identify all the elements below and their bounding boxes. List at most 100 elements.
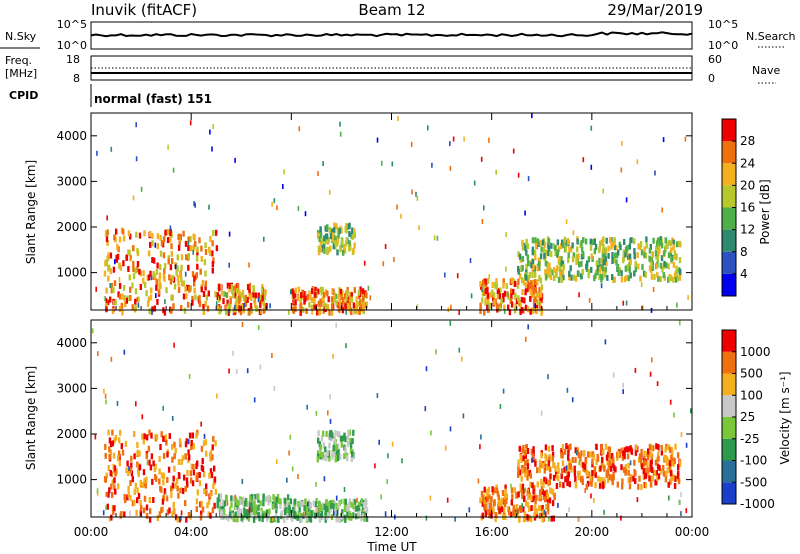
echo-cell — [133, 489, 136, 495]
echo-cell — [149, 508, 152, 515]
echo-cell — [347, 440, 350, 447]
echo-cell — [629, 272, 632, 279]
echo-cell — [616, 263, 620, 270]
echo-cell — [611, 453, 614, 460]
echo-cell — [135, 122, 137, 128]
echo-cell — [127, 470, 130, 477]
echo-cell — [648, 247, 652, 254]
echo-cell — [677, 478, 681, 485]
echo-cell — [357, 511, 360, 518]
echo-cell — [292, 299, 295, 306]
echo-cell — [110, 483, 113, 490]
echo-cell — [576, 449, 579, 456]
echo-cell — [603, 465, 606, 472]
echo-cell — [162, 252, 166, 259]
echo-cell — [106, 240, 109, 246]
echo-cell — [136, 449, 139, 456]
echo-cell — [257, 504, 260, 511]
echo-cell — [189, 120, 192, 126]
echo-cell — [306, 404, 308, 410]
echo-cell — [129, 233, 132, 240]
echo-cell — [514, 281, 517, 287]
echo-cell — [235, 296, 238, 303]
echo-cell — [211, 240, 214, 247]
echo-cell — [240, 508, 243, 515]
echo-cell — [107, 254, 110, 261]
echo-cell — [602, 247, 605, 254]
echo-cell — [488, 274, 491, 280]
echo-cell — [224, 309, 228, 316]
echo-cell — [481, 297, 484, 304]
echo-cell — [584, 457, 588, 464]
echo-cell — [487, 504, 490, 509]
echo-cell — [161, 506, 164, 513]
echo-cell — [174, 447, 177, 454]
echo-cell — [234, 304, 236, 310]
echo-cell — [601, 237, 605, 244]
echo-cell — [108, 437, 112, 444]
echo-cell — [611, 479, 614, 486]
nave-label: Nave — [752, 64, 780, 77]
echo-cell — [156, 515, 159, 521]
echo-cell — [136, 297, 138, 303]
echo-cell — [687, 295, 689, 301]
echo-cell — [323, 243, 326, 250]
echo-cell — [331, 287, 334, 294]
echo-cell — [493, 499, 496, 506]
echo-cell — [552, 474, 556, 481]
echo-cell — [329, 502, 333, 509]
echo-cell — [492, 507, 495, 514]
echo-cell — [391, 441, 394, 447]
echo-cell — [340, 294, 343, 300]
echo-cell — [358, 309, 361, 315]
echo-cell — [283, 169, 285, 175]
echo-cell — [526, 254, 529, 261]
echo-cell — [144, 482, 147, 489]
echo-cell — [525, 448, 528, 455]
echo-cell — [304, 211, 307, 217]
echo-cell — [117, 483, 120, 490]
echo-cell — [555, 483, 559, 489]
echo-cell — [212, 482, 215, 489]
echo-cell — [533, 511, 536, 518]
echo-cell — [344, 293, 347, 300]
echo-cell — [215, 229, 218, 236]
echo-cell — [517, 278, 520, 285]
echo-cell — [536, 467, 539, 474]
echo-cell — [559, 481, 562, 488]
echo-cell — [545, 489, 548, 496]
echo-cell — [149, 294, 153, 301]
echo-cell — [586, 260, 589, 267]
echo-cell — [189, 245, 193, 252]
echo-cell — [308, 290, 311, 297]
echo-cell — [675, 276, 678, 283]
echo-cell — [659, 262, 663, 269]
echo-cell — [196, 489, 199, 496]
echo-cell — [673, 412, 675, 418]
echo-cell — [228, 282, 232, 289]
echo-cell — [316, 450, 320, 457]
echo-cell — [156, 298, 159, 305]
echo-cell — [483, 278, 486, 285]
echo-cell — [129, 495, 132, 501]
echo-cell — [611, 258, 614, 264]
echo-cell — [599, 476, 602, 483]
echo-cell — [318, 309, 322, 315]
echo-cell — [210, 472, 214, 479]
echo-cell — [241, 289, 245, 296]
echo-cell — [328, 189, 331, 195]
echo-cell — [650, 267, 653, 274]
echo-cell — [200, 286, 203, 293]
echo-cell — [533, 504, 536, 511]
echo-cell — [532, 263, 535, 270]
echo-cell — [166, 451, 169, 458]
echo-cell — [209, 129, 211, 135]
echo-cell — [110, 356, 113, 362]
echo-cell — [271, 503, 275, 510]
echo-cell — [168, 274, 171, 281]
echo-cell — [673, 458, 676, 465]
echo-cell — [138, 464, 142, 471]
echo-cell — [544, 260, 548, 267]
echo-cell — [337, 293, 340, 300]
echo-cell — [613, 276, 616, 283]
